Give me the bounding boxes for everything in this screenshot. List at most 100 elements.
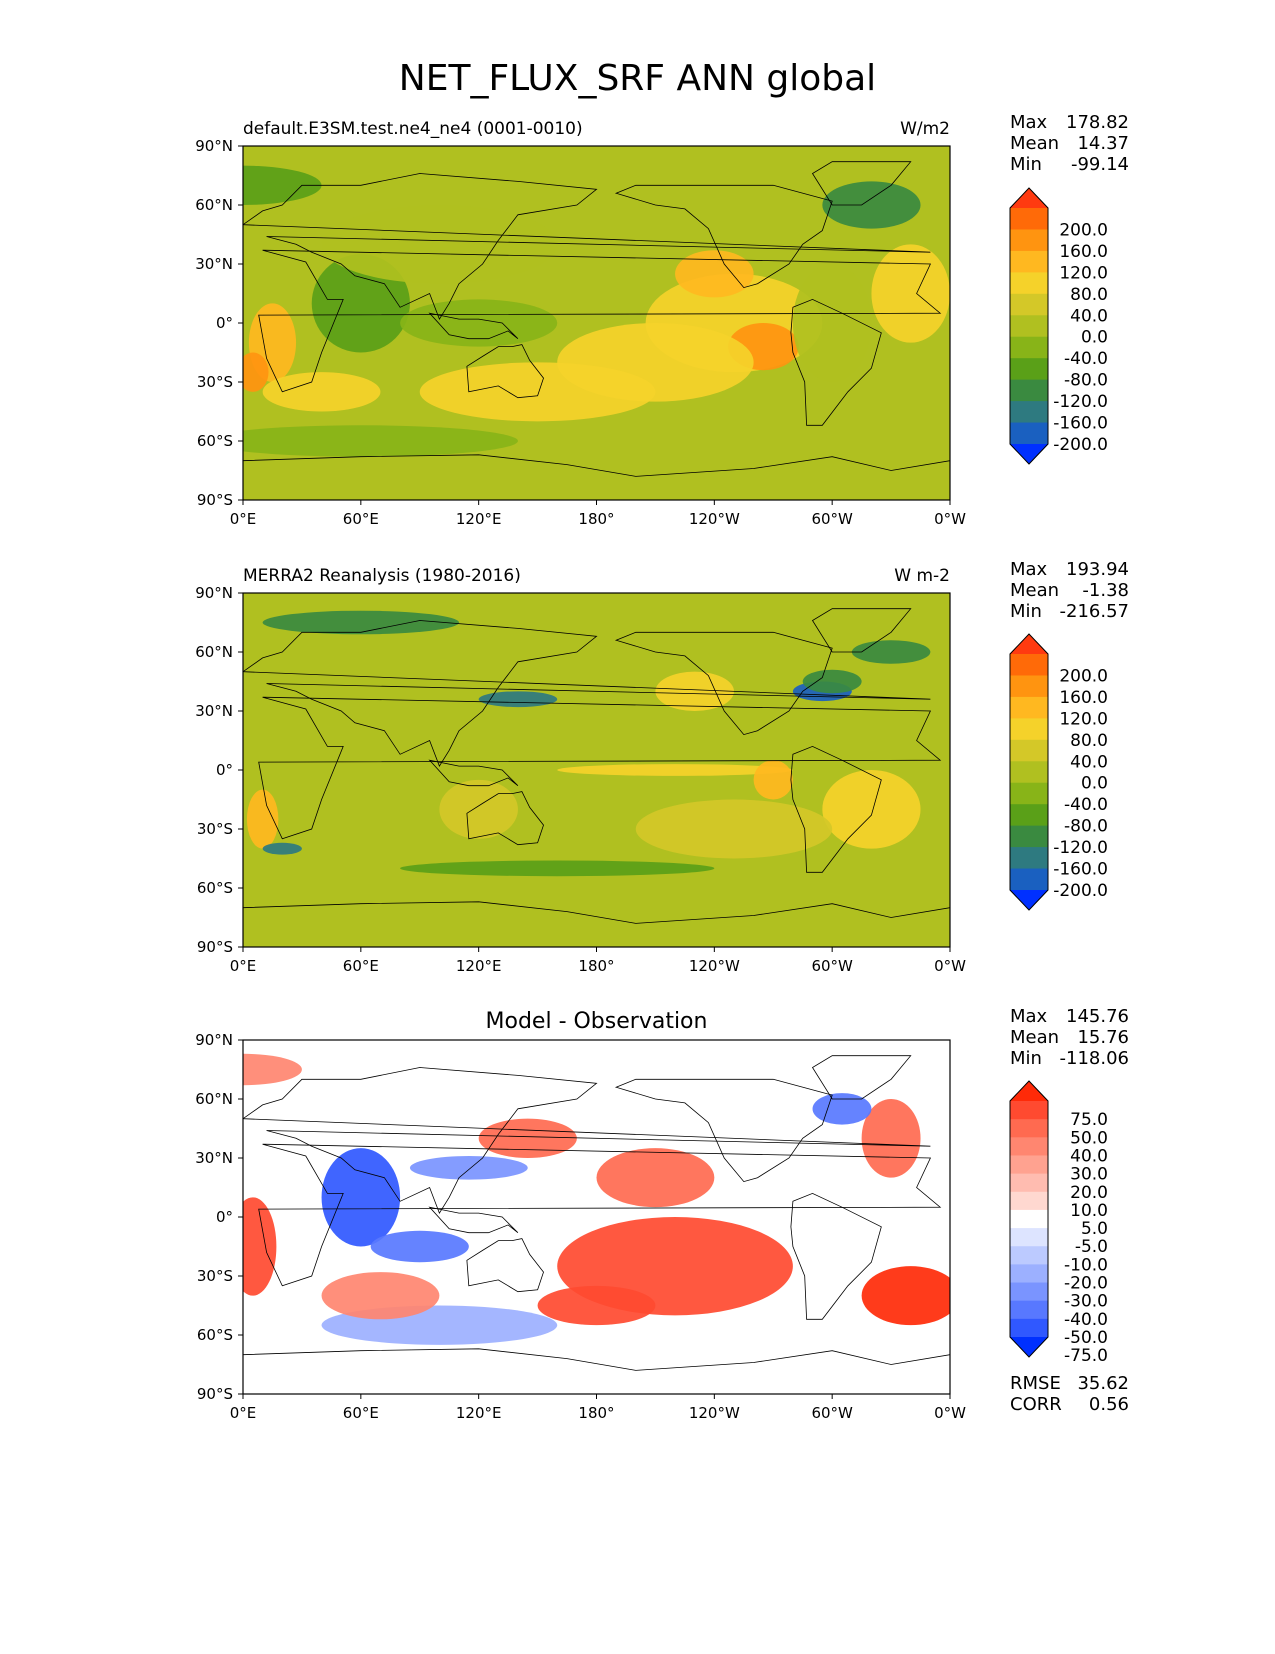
lat-tick-label: 30°N — [195, 1149, 233, 1167]
field-contour-region — [792, 264, 872, 382]
lon-tick-label: 0°E — [230, 1404, 257, 1422]
colorbar-label: 30.0 — [1070, 1165, 1108, 1185]
coastline — [243, 173, 931, 320]
coastline — [466, 791, 544, 846]
field-contour-region — [537, 1285, 656, 1326]
colorbar-label: 40.0 — [1070, 1146, 1108, 1166]
map-panel-1: 90°N 60°N 30°N 0° 30°S 60°S 90°S0°E 60°E 120°E 18… — [195, 112, 1129, 528]
colorbar-segment — [1010, 1246, 1048, 1265]
stat-value: 15.76 — [1077, 1027, 1129, 1048]
colorbar-label: 200.0 — [1059, 666, 1108, 686]
colorbar-label: -20.0 — [1064, 1274, 1108, 1294]
colorbar-segment — [1010, 1173, 1048, 1193]
colorbar-segment — [1010, 358, 1048, 381]
colorbar-label: 50.0 — [1070, 1128, 1108, 1148]
field-contour-region — [802, 669, 862, 694]
field-contour-region — [812, 1093, 872, 1125]
colorbar-segment — [1010, 250, 1048, 273]
field-contour-region — [822, 770, 921, 849]
lat-tick-label: 60°S — [197, 1326, 233, 1344]
field-contour-region — [557, 764, 793, 776]
stat-value: -216.57 — [1060, 601, 1129, 622]
lat-tick-label: 60°N — [195, 643, 233, 661]
colorbar-segment — [1010, 696, 1048, 719]
stat-value: 193.94 — [1066, 559, 1129, 580]
stat-label: Mean — [1010, 580, 1059, 601]
field-contour-region — [243, 425, 518, 457]
stat-label: Max — [1010, 559, 1048, 580]
lat-tick-label: 0° — [216, 1208, 233, 1226]
coastline — [428, 759, 519, 787]
lat-tick-label: 30°S — [197, 820, 233, 838]
field-contour-region — [262, 372, 381, 412]
field-contour-region — [596, 1148, 715, 1208]
map-panel-3: 90°N 60°N 30°N 0° 30°S 60°S 90°S0°E 60°E 120°E 18… — [195, 1006, 1129, 1422]
lon-tick-label: 180° — [578, 510, 614, 528]
lon-tick-label: 0°W — [934, 957, 966, 975]
field-contour-region — [262, 610, 460, 635]
map-panel-2: 90°N 60°N 30°N 0° 30°S 60°S 90°S0°E 60°E 120°E 18… — [195, 559, 1129, 975]
colorbar-segment — [1010, 739, 1048, 762]
coastline — [258, 1143, 942, 1287]
colorbar-label: -50.0 — [1064, 1328, 1108, 1348]
colorbar-segment — [1010, 1191, 1048, 1211]
colorbar-label: -75.0 — [1064, 1346, 1108, 1366]
lat-tick-label: 90°S — [197, 938, 233, 956]
lat-tick-label: 30°S — [197, 1267, 233, 1285]
field-contour-region — [439, 779, 518, 839]
lon-tick-label: 0°W — [934, 1404, 966, 1422]
colorbar-label: 160.0 — [1059, 688, 1108, 708]
colorbar-label: 160.0 — [1059, 242, 1108, 262]
field-contour-region — [753, 760, 793, 800]
panel-title: default.E3SM.test.ne4_ne4 (0001-0010) — [243, 119, 583, 139]
colorbar-segment — [1010, 1264, 1048, 1284]
field-contour-region — [321, 1148, 401, 1247]
stat-value: 145.76 — [1066, 1006, 1129, 1027]
stat-label: Mean — [1010, 133, 1059, 154]
stat-value: 35.62 — [1077, 1373, 1129, 1394]
colorbar-segment — [1010, 675, 1048, 698]
colorbar-label: 120.0 — [1059, 709, 1108, 729]
coastline — [243, 454, 950, 500]
lon-tick-label: 120°E — [456, 510, 502, 528]
field-contour-region — [262, 842, 302, 855]
coastline — [790, 745, 882, 873]
lat-tick-label: 30°N — [195, 702, 233, 720]
field-contour-region — [871, 244, 950, 343]
stat-value: 14.37 — [1077, 133, 1129, 154]
coastline — [811, 161, 912, 206]
field-contour-region — [243, 165, 322, 205]
colorbar-segment — [1010, 1137, 1048, 1156]
stat-label: Max — [1010, 112, 1048, 133]
colorbar-segment — [1010, 208, 1048, 230]
lat-tick-label: 30°S — [197, 373, 233, 391]
lat-tick-label: 90°N — [195, 137, 233, 155]
lat-tick-label: 60°S — [197, 879, 233, 897]
colorbar-segment — [1010, 1228, 1048, 1247]
coastline — [790, 298, 882, 426]
field-contour-region — [675, 250, 754, 298]
colorbar-segment — [1010, 847, 1048, 870]
coastline — [243, 1348, 950, 1394]
field-contour-region — [400, 860, 715, 877]
panel-title: Model - Observation — [486, 1009, 708, 1034]
figure-title: NET_FLUX_SRF ANN global — [398, 58, 877, 99]
stat-label: Mean — [1010, 1027, 1059, 1048]
field-contour-region — [861, 1099, 921, 1178]
colorbar-label: -80.0 — [1064, 371, 1108, 391]
lon-tick-label: 60°E — [343, 510, 379, 528]
colorbar-label: -10.0 — [1064, 1255, 1108, 1275]
lat-tick-label: 60°S — [197, 432, 233, 450]
colorbar-segment — [1010, 1318, 1048, 1338]
colorbar-label: -120.0 — [1053, 392, 1108, 412]
field-contour-region — [321, 205, 558, 284]
colorbar-segment — [1010, 401, 1048, 424]
colorbar: 75.050.040.030.020.010.05.0-5.0-10.0-20.… — [1009, 1080, 1108, 1366]
lon-tick-label: 120°W — [689, 957, 740, 975]
colorbar-segment — [1010, 761, 1048, 784]
field-layer — [243, 1040, 950, 1394]
colorbar-label: -160.0 — [1053, 414, 1108, 434]
stat-value: 0.56 — [1089, 1394, 1129, 1415]
stat-label: Max — [1010, 1006, 1048, 1027]
lat-tick-label: 30°N — [195, 255, 233, 273]
